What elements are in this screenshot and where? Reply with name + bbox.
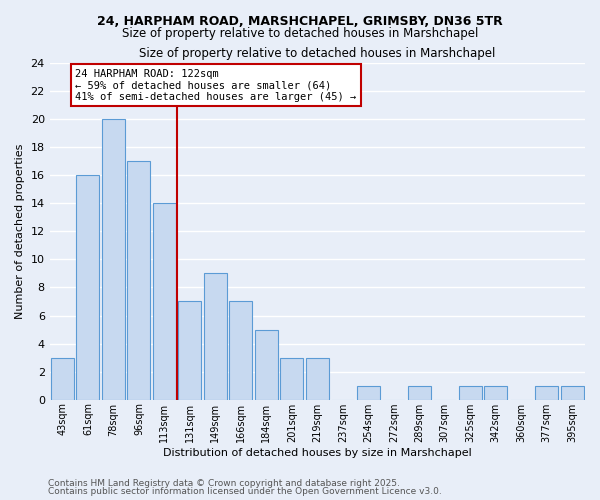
Bar xyxy=(204,274,227,400)
Bar xyxy=(459,386,482,400)
Bar xyxy=(127,161,151,400)
Title: Size of property relative to detached houses in Marshchapel: Size of property relative to detached ho… xyxy=(139,48,496,60)
Bar xyxy=(561,386,584,400)
Bar xyxy=(102,119,125,400)
Y-axis label: Number of detached properties: Number of detached properties xyxy=(15,144,25,319)
Bar xyxy=(229,302,253,400)
Text: 24, HARPHAM ROAD, MARSHCHAPEL, GRIMSBY, DN36 5TR: 24, HARPHAM ROAD, MARSHCHAPEL, GRIMSBY, … xyxy=(97,15,503,28)
Bar xyxy=(280,358,304,400)
Bar xyxy=(153,204,176,400)
Bar xyxy=(535,386,558,400)
Bar xyxy=(178,302,202,400)
Bar xyxy=(51,358,74,400)
Text: Contains HM Land Registry data © Crown copyright and database right 2025.: Contains HM Land Registry data © Crown c… xyxy=(48,478,400,488)
Text: Contains public sector information licensed under the Open Government Licence v3: Contains public sector information licen… xyxy=(48,487,442,496)
Bar xyxy=(255,330,278,400)
Bar xyxy=(408,386,431,400)
Bar xyxy=(76,176,100,400)
Bar xyxy=(306,358,329,400)
X-axis label: Distribution of detached houses by size in Marshchapel: Distribution of detached houses by size … xyxy=(163,448,472,458)
Bar xyxy=(484,386,507,400)
Bar xyxy=(357,386,380,400)
Text: Size of property relative to detached houses in Marshchapel: Size of property relative to detached ho… xyxy=(122,28,478,40)
Text: 24 HARPHAM ROAD: 122sqm
← 59% of detached houses are smaller (64)
41% of semi-de: 24 HARPHAM ROAD: 122sqm ← 59% of detache… xyxy=(75,68,356,102)
